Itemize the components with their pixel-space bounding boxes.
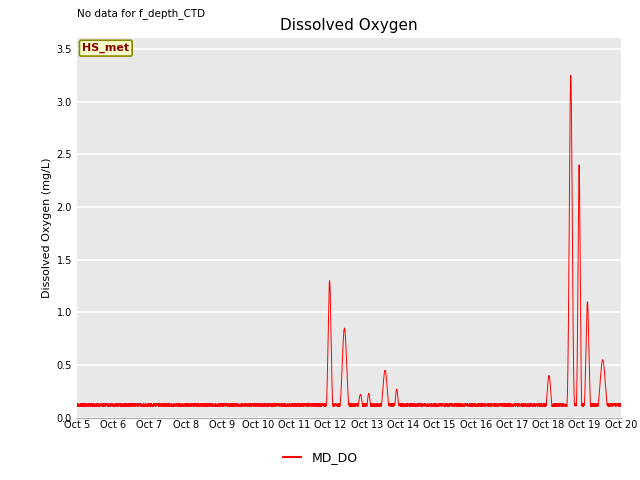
Y-axis label: Dissolved Oxygen (mg/L): Dissolved Oxygen (mg/L) xyxy=(42,158,52,298)
Text: No data for f_depth_CTD: No data for f_depth_CTD xyxy=(77,8,205,19)
Legend: MD_DO: MD_DO xyxy=(278,446,362,469)
Title: Dissolved Oxygen: Dissolved Oxygen xyxy=(280,18,418,33)
Text: HS_met: HS_met xyxy=(83,43,129,53)
